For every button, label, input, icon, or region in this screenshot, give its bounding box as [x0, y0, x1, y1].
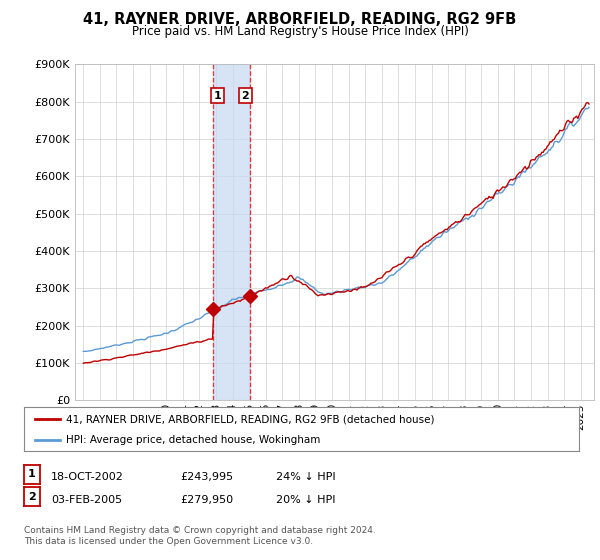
Text: 41, RAYNER DRIVE, ARBORFIELD, READING, RG2 9FB: 41, RAYNER DRIVE, ARBORFIELD, READING, R… — [83, 12, 517, 27]
Text: 1: 1 — [28, 469, 35, 479]
Text: £243,995: £243,995 — [180, 472, 233, 482]
Text: HPI: Average price, detached house, Wokingham: HPI: Average price, detached house, Woki… — [65, 435, 320, 445]
Text: 03-FEB-2005: 03-FEB-2005 — [51, 494, 122, 505]
Text: 2: 2 — [241, 91, 249, 101]
Text: Contains HM Land Registry data © Crown copyright and database right 2024.
This d: Contains HM Land Registry data © Crown c… — [24, 526, 376, 546]
Bar — [212, 64, 250, 400]
Text: 2: 2 — [28, 492, 35, 502]
Text: Price paid vs. HM Land Registry's House Price Index (HPI): Price paid vs. HM Land Registry's House … — [131, 25, 469, 38]
Text: 18-OCT-2002: 18-OCT-2002 — [51, 472, 124, 482]
Text: 1: 1 — [214, 91, 222, 101]
Text: 41, RAYNER DRIVE, ARBORFIELD, READING, RG2 9FB (detached house): 41, RAYNER DRIVE, ARBORFIELD, READING, R… — [65, 414, 434, 424]
Text: 24% ↓ HPI: 24% ↓ HPI — [276, 472, 335, 482]
Text: 20% ↓ HPI: 20% ↓ HPI — [276, 494, 335, 505]
Text: £279,950: £279,950 — [180, 494, 233, 505]
